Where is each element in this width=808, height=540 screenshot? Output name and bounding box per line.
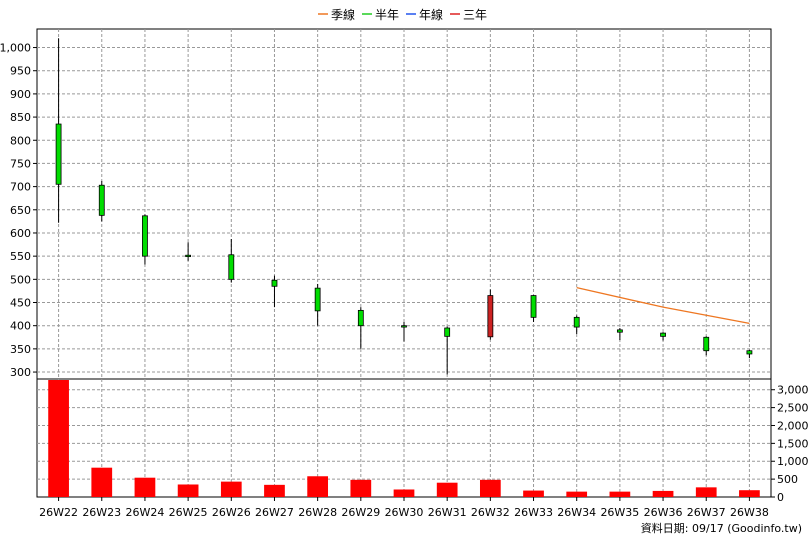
- x-tick-label: 26W38: [730, 506, 769, 519]
- volume-bar: [652, 490, 674, 497]
- candle-body: [444, 327, 451, 337]
- candle-body: [660, 332, 666, 337]
- price-tick-label: 850: [10, 111, 31, 124]
- x-tick-label: 26W28: [298, 506, 337, 519]
- volume-bar: [264, 484, 285, 497]
- candle-body: [98, 184, 105, 216]
- price-tick-label: 300: [10, 366, 31, 379]
- volume-bar: [177, 484, 199, 497]
- candle-body: [487, 295, 494, 338]
- volume-bar: [609, 491, 631, 497]
- volume-tick-label: 3,000: [777, 384, 808, 397]
- x-tick-label: 26W30: [385, 506, 424, 519]
- volume-bar: [393, 489, 415, 497]
- volume-tick-label: 500: [777, 473, 798, 486]
- x-tick-label: 26W24: [126, 506, 165, 519]
- candle-body: [314, 287, 321, 312]
- footer-text: 資料日期: 09/17 (Goodinfo.tw): [641, 521, 802, 535]
- volume-bar: [307, 476, 329, 497]
- volume-bar: [695, 487, 717, 497]
- legend-label: 三年: [463, 8, 487, 22]
- legend-label: 季線: [331, 7, 355, 22]
- price-tick-label: 750: [10, 157, 31, 170]
- legend-label: 半年: [375, 8, 399, 22]
- volume-bars: [48, 380, 760, 497]
- x-axis: 26W22 26W23 26W24 26W25 26W26 26W27 26W28 26W29…: [39, 497, 769, 519]
- price-tick-label: 1,000: [0, 42, 31, 55]
- volume-tick-label: 2,000: [777, 419, 808, 432]
- candle-body: [530, 295, 537, 318]
- candle-body: [185, 254, 192, 258]
- volume-bar: [220, 481, 242, 497]
- volume-bar: [739, 490, 760, 497]
- price-tick-label: 550: [10, 250, 31, 263]
- volume-axis: 0 500 1,000 1,500 2,000 2,500 3,000: [771, 384, 808, 504]
- volume-bar: [436, 482, 458, 497]
- price-tick-label: 450: [10, 297, 31, 310]
- price-tick-label: 350: [10, 343, 31, 356]
- price-tick-label: 400: [10, 320, 31, 333]
- candle-body: [401, 325, 407, 328]
- x-tick-label: 26W32: [471, 506, 510, 519]
- volume-tick-label: 1,000: [777, 455, 808, 468]
- volume-bar: [134, 477, 156, 497]
- price-axis: 300 350 400 450 500 550 600 650 700 750 800 850 900 9…: [0, 42, 37, 379]
- x-tick-label: 26W27: [255, 506, 294, 519]
- price-tick-label: 500: [10, 273, 31, 286]
- x-tick-label: 26W35: [600, 506, 639, 519]
- candle-body: [616, 329, 623, 333]
- x-tick-label: 26W25: [169, 506, 208, 519]
- volume-bar: [523, 490, 544, 497]
- series-line: [576, 287, 750, 325]
- price-tick-label: 900: [10, 88, 31, 101]
- volume-tick-label: 0: [777, 491, 784, 504]
- x-tick-label: 26W26: [212, 506, 251, 519]
- volume-tick-label: 1,500: [777, 437, 808, 450]
- price-tick-label: 600: [10, 227, 31, 240]
- candle-body: [55, 123, 62, 185]
- candle-body: [271, 279, 278, 287]
- volume-tick-label: 2,500: [777, 402, 808, 415]
- price-tick-label: 700: [10, 181, 31, 194]
- legend: 季線 半年 年線 三年: [318, 7, 487, 22]
- legend-label: 年線: [419, 7, 443, 22]
- volume-bar: [566, 491, 588, 497]
- x-tick-label: 26W31: [428, 506, 467, 519]
- candle-body: [142, 215, 148, 257]
- candle-body: [746, 350, 753, 355]
- price-tick-label: 950: [10, 65, 31, 78]
- price-tick-label: 650: [10, 204, 31, 217]
- x-tick-label: 26W37: [687, 506, 726, 519]
- volume-bar: [91, 467, 113, 497]
- volume-bar: [350, 479, 372, 497]
- candle-body: [228, 254, 235, 280]
- x-tick-label: 26W36: [644, 506, 683, 519]
- moving-average-lines: [576, 287, 750, 325]
- x-tick-label: 26W34: [557, 506, 596, 519]
- candle-body: [573, 316, 580, 328]
- candles: [55, 38, 753, 375]
- candle-body: [703, 336, 710, 352]
- candle-body: [357, 309, 364, 327]
- volume-bar: [48, 380, 69, 497]
- x-tick-label: 26W29: [341, 506, 380, 519]
- x-tick-label: 26W22: [39, 506, 78, 519]
- volume-bar: [479, 479, 501, 497]
- x-tick-label: 26W33: [514, 506, 553, 519]
- price-tick-label: 800: [10, 134, 31, 147]
- grid: [37, 29, 771, 497]
- x-tick-label: 26W23: [82, 506, 121, 519]
